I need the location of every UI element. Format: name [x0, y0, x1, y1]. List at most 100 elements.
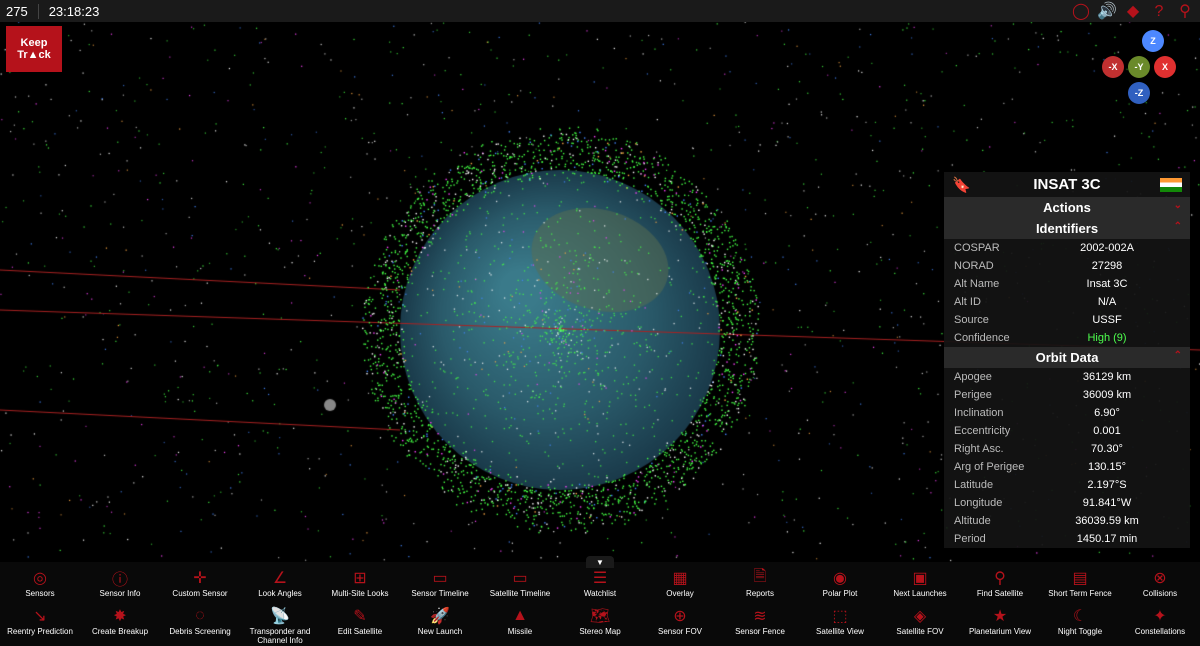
tool-transponder-info[interactable]: 📡Transponder and Channel Info	[243, 606, 317, 644]
logo-line1: Keep	[21, 37, 48, 49]
tool-custom-sensor[interactable]: ✛ Custom Sensor	[163, 568, 237, 606]
tool-satellite-fov[interactable]: ◈ Satellite FOV	[883, 606, 957, 644]
tool-night-toggle[interactable]: ☾Night Toggle	[1043, 606, 1117, 644]
section-actions[interactable]: Actions⌄	[944, 197, 1190, 218]
constellations-icon: ✦	[1150, 606, 1170, 626]
axis-gizmo[interactable]: Z -X-YX-Z	[1102, 30, 1182, 110]
axis--x[interactable]: -X	[1102, 56, 1124, 78]
section-identifiers[interactable]: Identifiers⌃	[944, 218, 1190, 239]
constellations-label: Constellations	[1135, 628, 1185, 637]
sensor-info-icon: ⓘ	[110, 568, 130, 588]
day-of-year: 275	[6, 4, 28, 19]
sensors-label: Sensors	[25, 590, 54, 599]
tool-satellite-timeline[interactable]: ▭Satellite Timeline	[483, 568, 557, 606]
bookmark-icon[interactable]: 🔖	[952, 176, 971, 194]
multi-site-looks-icon: ⊞	[350, 568, 370, 588]
tool-sensor-fence[interactable]: ≋ Sensor Fence	[723, 606, 797, 644]
tool-missile[interactable]: ▲Missile	[483, 606, 557, 644]
planetarium-view-label: Planetarium View	[969, 628, 1031, 637]
reports-label: Reports	[746, 590, 774, 599]
tool-overlay[interactable]: ▦ Overlay	[643, 568, 717, 606]
tool-look-angles[interactable]: ∠Look Angles	[243, 568, 317, 606]
night-toggle-label: Night Toggle	[1058, 628, 1102, 637]
reentry-prediction-icon: ↘	[30, 606, 50, 626]
search-icon[interactable]: ⚲	[1176, 2, 1194, 20]
sat-name: INSAT 3C	[1033, 176, 1100, 193]
tool-sensor-info[interactable]: ⓘSensor Info	[83, 568, 157, 606]
layers-icon[interactable]: ◆	[1124, 2, 1142, 20]
row-arg-of-perigee: Arg of Perigee130.15°	[944, 458, 1190, 476]
axis-x[interactable]: X	[1154, 56, 1176, 78]
tool-stereo-map[interactable]: 🗺 Stereo Map	[563, 606, 637, 644]
tool-satellite-view[interactable]: ⬚Satellite View	[803, 606, 877, 644]
tool-debris-screening[interactable]: ◌Debris Screening	[163, 606, 237, 644]
polar-plot-icon: ◉	[830, 568, 850, 588]
overlay-label: Overlay	[666, 590, 694, 599]
tool-constellations[interactable]: ✦ Constellations	[1123, 606, 1197, 644]
create-breakup-label: Create Breakup	[92, 628, 148, 637]
find-satellite-label: Find Satellite	[977, 590, 1023, 599]
reports-icon: 🗎	[750, 568, 770, 588]
short-term-fence-label: Short Term Fence	[1048, 590, 1111, 599]
country-flag	[1160, 178, 1182, 192]
watchlist-label: Watchlist	[584, 590, 616, 599]
help-icon[interactable]: ?	[1150, 3, 1168, 21]
tool-reentry-prediction[interactable]: ↘ Reentry Prediction	[3, 606, 77, 644]
bottom-toolbar: ▼ ◎SensorsⓘSensor Info✛Custom Sensor∠Loo…	[0, 562, 1200, 646]
tool-create-breakup[interactable]: ✸Create Breakup	[83, 606, 157, 644]
new-launch-icon: 🚀	[430, 606, 450, 626]
overlay-icon: ▦	[670, 568, 690, 588]
find-satellite-icon: ⚲	[990, 568, 1010, 588]
tool-reports[interactable]: 🗎 Reports	[723, 568, 797, 606]
logo[interactable]: Keep Tr▲ck	[6, 26, 62, 72]
reentry-prediction-label: Reentry Prediction	[7, 628, 73, 637]
tool-polar-plot[interactable]: ◉ Polar Plot	[803, 568, 877, 606]
look-angles-label: Look Angles	[258, 590, 302, 599]
toolbar-handle[interactable]: ▼	[586, 556, 614, 568]
row-norad: NORAD27298	[944, 257, 1190, 275]
stereo-map-icon: 🗺	[590, 606, 610, 626]
axis-z[interactable]: Z	[1142, 30, 1164, 52]
sensor-fence-label: Sensor Fence	[735, 628, 785, 637]
tool-short-term-fence[interactable]: ▤Short Term Fence	[1043, 568, 1117, 606]
clock: 23:18:23	[38, 4, 100, 19]
row-period: Period1450.17 min	[944, 530, 1190, 548]
axis--z[interactable]: -Z	[1128, 82, 1150, 104]
next-launches-label: Next Launches	[893, 590, 946, 599]
row-altitude: Altitude36039.59 km	[944, 512, 1190, 530]
github-icon[interactable]: ◯	[1072, 2, 1090, 20]
tool-planetarium-view[interactable]: ★Planetarium View	[963, 606, 1037, 644]
tool-sensor-timeline[interactable]: ▭Sensor Timeline	[403, 568, 477, 606]
tool-new-launch[interactable]: 🚀New Launch	[403, 606, 477, 644]
sensor-timeline-icon: ▭	[430, 568, 450, 588]
tool-find-satellite[interactable]: ⚲ Find Satellite	[963, 568, 1037, 606]
tool-sensors[interactable]: ◎Sensors	[3, 568, 77, 606]
tool-multi-site-looks[interactable]: ⊞ Multi-Site Looks	[323, 568, 397, 606]
tool-next-launches[interactable]: ▣ Next Launches	[883, 568, 957, 606]
polar-plot-label: Polar Plot	[823, 590, 858, 599]
tool-sensor-fov[interactable]: ⊕Sensor FOV	[643, 606, 717, 644]
volume-icon[interactable]: 🔊	[1098, 2, 1116, 20]
row-right-asc.: Right Asc.70.30°	[944, 440, 1190, 458]
multi-site-looks-label: Multi-Site Looks	[332, 590, 389, 599]
satellite-fov-label: Satellite FOV	[896, 628, 943, 637]
edit-satellite-icon: ✎	[350, 606, 370, 626]
tool-collisions[interactable]: ⊗Collisions	[1123, 568, 1197, 606]
row-alt-id: Alt IDN/A	[944, 293, 1190, 311]
axis--y[interactable]: -Y	[1128, 56, 1150, 78]
sensor-fence-icon: ≋	[750, 606, 770, 626]
stereo-map-label: Stereo Map	[579, 628, 620, 637]
row-perigee: Perigee36009 km	[944, 386, 1190, 404]
tool-watchlist[interactable]: ☰Watchlist	[563, 568, 637, 606]
next-launches-icon: ▣	[910, 568, 930, 588]
custom-sensor-label: Custom Sensor	[172, 590, 227, 599]
transponder-info-icon: 📡	[270, 606, 290, 626]
tool-edit-satellite[interactable]: ✎Edit Satellite	[323, 606, 397, 644]
row-eccentricity: Eccentricity0.001	[944, 422, 1190, 440]
satellite-fov-icon: ◈	[910, 606, 930, 626]
section-orbit-data[interactable]: Orbit Data⌃	[944, 347, 1190, 368]
satellite-timeline-label: Satellite Timeline	[490, 590, 550, 599]
sensor-fov-icon: ⊕	[670, 606, 690, 626]
custom-sensor-icon: ✛	[190, 568, 210, 588]
row-latitude: Latitude2.197°S	[944, 476, 1190, 494]
